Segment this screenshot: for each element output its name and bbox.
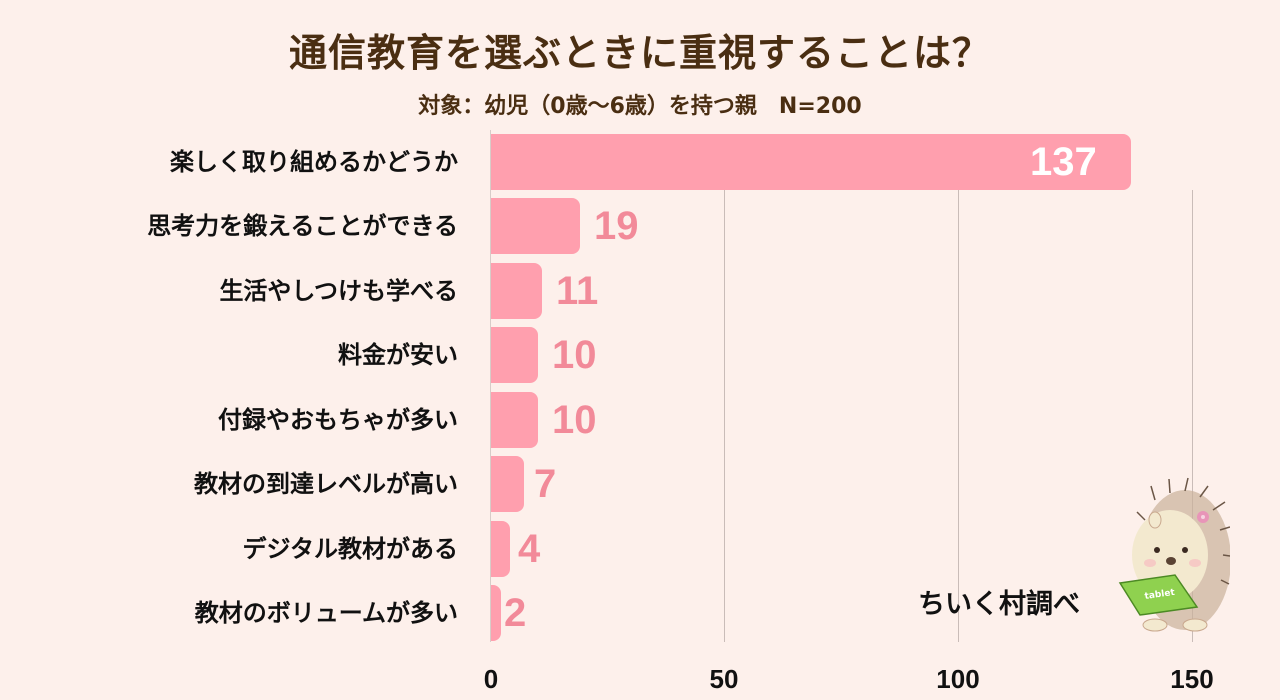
bar-row: 教材のボリュームが多い 2 xyxy=(0,585,1280,641)
bar-value: 10 xyxy=(552,398,597,442)
bar xyxy=(491,263,542,319)
bar xyxy=(491,198,580,254)
bar-value: 137 xyxy=(1030,140,1097,184)
bar-value: 19 xyxy=(594,204,639,248)
chart-title: 通信教育を選ぶときに重視することは？ xyxy=(288,31,991,75)
category-label: 楽しく取り組めるかどうか xyxy=(170,148,458,176)
gridline-100 xyxy=(958,190,959,642)
bar-value: 2 xyxy=(504,591,527,635)
category-label: 生活やしつけも学べる xyxy=(219,277,458,305)
bar xyxy=(491,392,538,448)
credit-label: ちいく村調べ xyxy=(918,589,1080,620)
bar-value: 11 xyxy=(556,269,599,313)
y-axis-line xyxy=(490,130,491,642)
gridline-150 xyxy=(1192,190,1193,642)
hedgehog-icon: tablet xyxy=(1115,475,1231,635)
bar-row: 思考力を鍛えることができる 19 xyxy=(0,198,1280,254)
bar xyxy=(491,456,524,512)
bar xyxy=(491,585,501,641)
bar-row: 楽しく取り組めるかどうか 137 xyxy=(0,134,1280,190)
x-tick: 0 xyxy=(483,664,499,694)
category-label: 教材の到達レベルが高い xyxy=(194,470,458,498)
bar-row: 付録やおもちゃが多い 10 xyxy=(0,392,1280,448)
bar-row: 料金が安い 10 xyxy=(0,327,1280,383)
bar xyxy=(491,134,1131,190)
x-tick: 100 xyxy=(936,664,980,694)
bar-value: 4 xyxy=(518,527,541,571)
category-label: デジタル教材がある xyxy=(242,535,458,563)
bar-value: 7 xyxy=(534,462,557,506)
category-label: 料金が安い xyxy=(338,341,458,369)
tablet-label: tablet xyxy=(1144,588,1176,602)
bar-row: デジタル教材がある 4 xyxy=(0,521,1280,577)
category-label: 教材のボリュームが多い xyxy=(194,599,458,627)
category-label: 付録やおもちゃが多い xyxy=(218,406,458,434)
bar-value: 10 xyxy=(552,333,597,377)
bar-row: 生活やしつけも学べる 11 xyxy=(0,263,1280,319)
chart-subtitle: 対象：幼児（0歳〜6歳）を持つ親 N=200 xyxy=(418,94,862,119)
bar xyxy=(491,521,510,577)
bar-row: 教材の到達レベルが高い 7 xyxy=(0,456,1280,512)
category-label: 思考力を鍛えることができる xyxy=(147,212,458,240)
bar xyxy=(491,327,538,383)
x-tick: 150 xyxy=(1170,664,1214,694)
gridline-50 xyxy=(724,190,725,642)
x-tick: 50 xyxy=(709,664,739,694)
